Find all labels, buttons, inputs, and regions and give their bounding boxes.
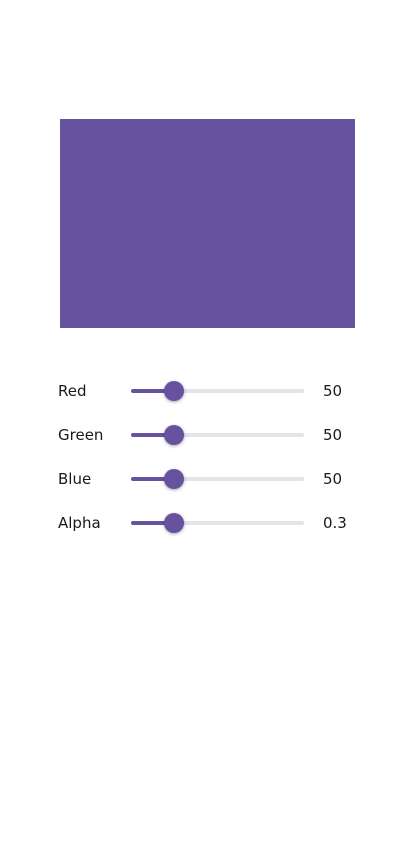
slider-fill — [131, 477, 175, 481]
slider-thumb[interactable] — [164, 513, 185, 533]
red-slider[interactable] — [131, 381, 304, 401]
slider-thumb[interactable] — [164, 425, 185, 445]
blue-slider[interactable] — [131, 469, 304, 489]
slider-value: 50 — [323, 382, 343, 400]
slider-row-red: Red 50 — [58, 370, 358, 414]
slider-row-alpha: Alpha 0.3 — [58, 502, 358, 546]
color-preview — [60, 119, 355, 328]
slider-label: Alpha — [58, 514, 101, 532]
slider-value: 50 — [323, 470, 343, 488]
color-sliders: Red 50 Green 50 Blue 50 Alpha 0.3 — [58, 370, 358, 546]
slider-fill — [131, 389, 175, 393]
alpha-slider[interactable] — [131, 513, 304, 533]
slider-thumb[interactable] — [164, 381, 185, 401]
slider-fill — [131, 521, 175, 525]
slider-label: Blue — [58, 470, 92, 488]
slider-value: 50 — [323, 426, 343, 444]
slider-label: Red — [58, 382, 87, 400]
slider-thumb[interactable] — [164, 469, 185, 489]
slider-row-green: Green 50 — [58, 414, 358, 458]
slider-label: Green — [58, 426, 104, 444]
slider-row-blue: Blue 50 — [58, 458, 358, 502]
slider-value: 0.3 — [323, 514, 347, 532]
green-slider[interactable] — [131, 425, 304, 445]
slider-fill — [131, 433, 175, 437]
